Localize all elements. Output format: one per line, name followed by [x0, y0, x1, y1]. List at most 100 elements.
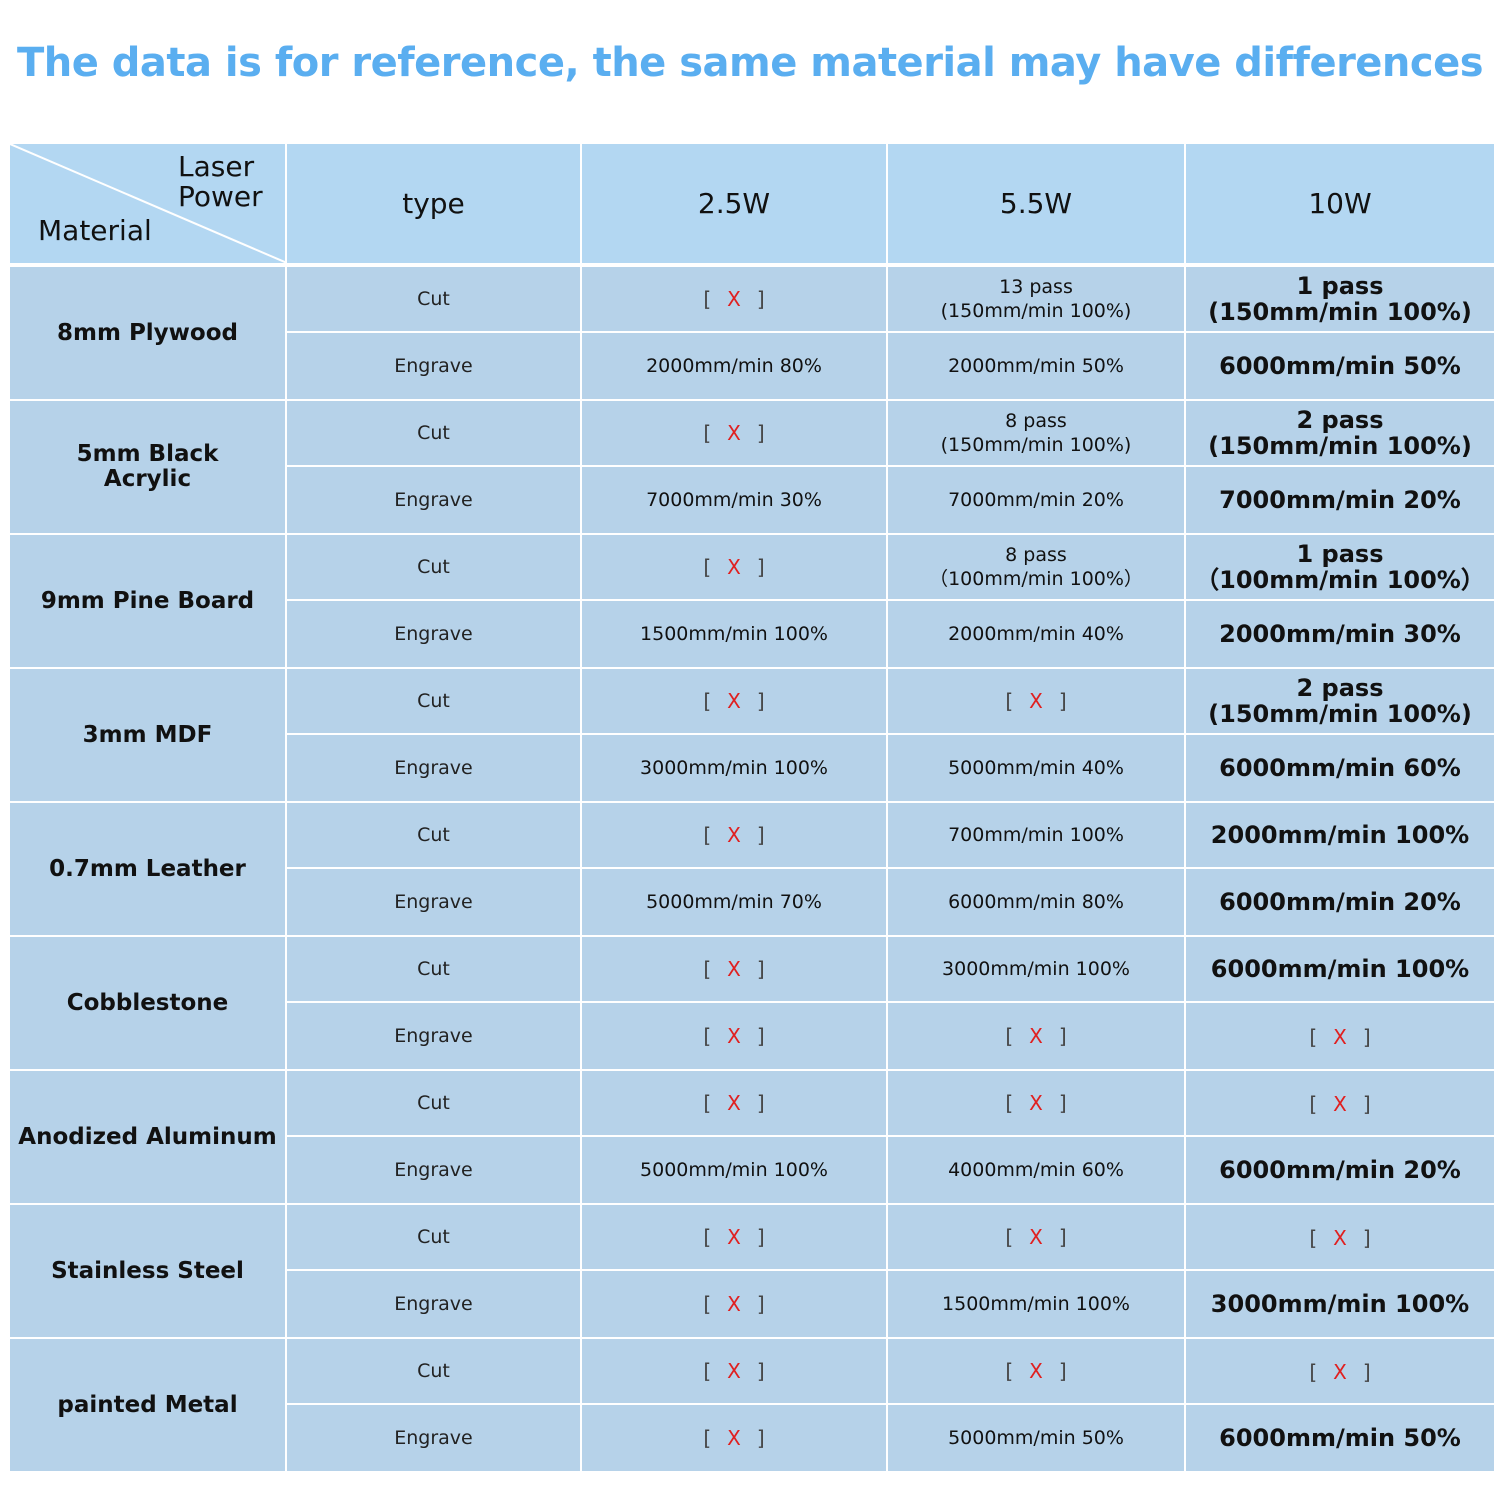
setting-cell-2-5w: 5000mm/min 70%	[580, 867, 888, 937]
not-available-marker: [X]	[703, 957, 764, 981]
bracket-close: ]	[756, 688, 765, 713]
setting-cell-2-5w: [X]	[580, 667, 888, 735]
setting-cell-10w: 6000mm/min 60%	[1184, 733, 1496, 803]
setting-cell-10w: 2 pass (150mm/min 100%)	[1184, 667, 1496, 735]
bracket-open: [	[1309, 1359, 1318, 1384]
bracket-open: [	[703, 1425, 712, 1450]
setting-cell-2-5w: [X]	[580, 1203, 888, 1271]
setting-cell-10w: 6000mm/min 100%	[1184, 935, 1496, 1003]
bracket-close: ]	[756, 1291, 765, 1316]
material-cell: 8mm Plywood	[8, 264, 287, 401]
table-row: Engrave 3000mm/min 100% 5000mm/min 40% 6000…	[9, 733, 1496, 803]
material-cell: Stainless Steel	[8, 1203, 287, 1339]
setting-cell-5-5w: 7000mm/min 20%	[886, 465, 1186, 535]
power-header-5-5w: 5.5W	[886, 142, 1186, 266]
bracket-close: ]	[756, 1425, 765, 1450]
bracket-close: ]	[1058, 688, 1067, 713]
type-cell: Engrave	[285, 1269, 582, 1339]
setting-cell-5-5w: 3000mm/min 100%	[886, 935, 1186, 1003]
cross-icon: X	[727, 1358, 741, 1383]
not-available-marker: [X]	[1005, 1091, 1066, 1115]
bracket-open: [	[703, 1224, 712, 1249]
setting-cell-2-5w: [X]	[580, 1269, 888, 1339]
setting-cell-10w: 6000mm/min 20%	[1184, 867, 1496, 937]
table-row: Engrave [ X] 5000mm/min 50% 6000mm/min 50%	[9, 1403, 1496, 1473]
bracket-open: [	[703, 1358, 712, 1383]
setting-cell-5-5w: [X]	[886, 1337, 1186, 1405]
table-row: Engrave [X] [X] [X]	[9, 1001, 1496, 1071]
setting-cell-5-5w: 8 pass （100mm/min 100%）	[886, 533, 1186, 601]
setting-cell-2-5w: [X]	[580, 264, 888, 333]
not-available-marker: [X]	[703, 555, 764, 579]
type-cell: Cut	[285, 533, 582, 601]
setting-cell-2-5w: 3000mm/min 100%	[580, 733, 888, 803]
table-row: Stainless Steel Cut [X] [X] [X]	[8, 1203, 1496, 1339]
setting-cell-10w: 6000mm/min 50%	[1184, 1403, 1496, 1473]
type-cell: Engrave	[285, 1403, 582, 1473]
table-row: 3mm MDF Cut [X] [X] 2 pass (150mm/min 100%)	[8, 667, 1496, 803]
not-available-marker: [X]	[703, 689, 764, 713]
cross-icon: X	[727, 1425, 741, 1450]
cross-icon: X	[727, 822, 741, 847]
not-available-marker: [X]	[1309, 1359, 1370, 1385]
corner-header: Laser Power Material	[8, 142, 287, 266]
setting-cell-5-5w: [X]	[886, 667, 1186, 735]
not-available-marker: [X]	[703, 823, 764, 847]
cross-icon: X	[1029, 1358, 1043, 1383]
bracket-open: [	[703, 688, 712, 713]
material-label: Material	[38, 214, 152, 247]
table-row: 8mm Plywood Cut [X] 13 pass (150mm/min 100%…	[8, 264, 1496, 401]
setting-cell-5-5w: [X]	[886, 1001, 1186, 1071]
laser-settings-table: Laser Power Material type 2.5W 5.5W 10W …	[8, 142, 1496, 1473]
setting-cell-5-5w: [X]	[886, 1203, 1186, 1271]
not-available-marker: [X]	[1309, 1225, 1370, 1251]
type-cell: Engrave	[285, 465, 582, 535]
not-available-marker: [X]	[703, 1225, 764, 1249]
cross-icon: X	[727, 1224, 741, 1249]
type-cell: Cut	[285, 667, 582, 735]
bracket-open: [	[1005, 1358, 1014, 1383]
cross-icon: X	[1333, 1091, 1347, 1116]
type-cell: Cut	[285, 1337, 582, 1405]
bracket-open: [	[1309, 1024, 1318, 1049]
not-available-marker: [ X]	[703, 1426, 764, 1450]
bracket-open: [	[703, 554, 712, 579]
setting-cell-10w: 2000mm/min 30%	[1184, 599, 1496, 669]
header-row: Laser Power Material type 2.5W 5.5W 10W	[8, 142, 1496, 266]
setting-cell-10w: 1 pass （100mm/min 100%）	[1184, 533, 1496, 601]
bracket-open: [	[703, 286, 712, 311]
table-row: Anodized Aluminum Cut [X] [X] [X]	[8, 1069, 1496, 1205]
setting-cell-5-5w: 13 pass (150mm/min 100%)	[886, 264, 1186, 333]
type-cell: Engrave	[285, 599, 582, 669]
setting-cell-2-5w: 7000mm/min 30%	[580, 465, 888, 535]
cross-icon: X	[727, 1090, 741, 1115]
table-row: 5mm Black Acrylic Cut [X] 8 pass (150mm/min…	[8, 399, 1496, 535]
setting-cell-5-5w: 6000mm/min 80%	[886, 867, 1186, 937]
setting-cell-2-5w: [X]	[580, 1001, 888, 1071]
setting-cell-2-5w: [X]	[580, 399, 888, 467]
type-cell: Engrave	[285, 867, 582, 937]
bracket-open: [	[703, 956, 712, 981]
bracket-close: ]	[756, 956, 765, 981]
diagonal-divider	[10, 144, 285, 263]
bracket-close: ]	[1058, 1023, 1067, 1048]
setting-cell-10w: [X]	[1184, 1203, 1496, 1271]
setting-cell-2-5w: [ X]	[580, 1403, 888, 1473]
setting-cell-2-5w: 1500mm/min 100%	[580, 599, 888, 669]
material-cell: painted Metal	[8, 1337, 287, 1473]
not-available-marker: [ X]	[703, 1359, 764, 1383]
not-available-marker: [X]	[1005, 1024, 1066, 1048]
setting-cell-10w: 7000mm/min 20%	[1184, 465, 1496, 535]
setting-cell-10w: 6000mm/min 50%	[1184, 331, 1496, 401]
table-row: Engrave 5000mm/min 70% 6000mm/min 80% 6000m…	[9, 867, 1496, 937]
type-cell: Cut	[285, 399, 582, 467]
bracket-close: ]	[756, 1358, 765, 1383]
setting-cell-5-5w: 5000mm/min 50%	[886, 1403, 1186, 1473]
bracket-close: ]	[756, 1090, 765, 1115]
setting-cell-10w: 2 pass (150mm/min 100%)	[1184, 399, 1496, 467]
table-row: Engrave 7000mm/min 30% 7000mm/min 20% 7000m…	[9, 465, 1496, 535]
cross-icon: X	[1029, 688, 1043, 713]
setting-cell-5-5w: 4000mm/min 60%	[886, 1135, 1186, 1205]
bracket-open: [	[1309, 1225, 1318, 1250]
bracket-open: [	[1005, 1224, 1014, 1249]
